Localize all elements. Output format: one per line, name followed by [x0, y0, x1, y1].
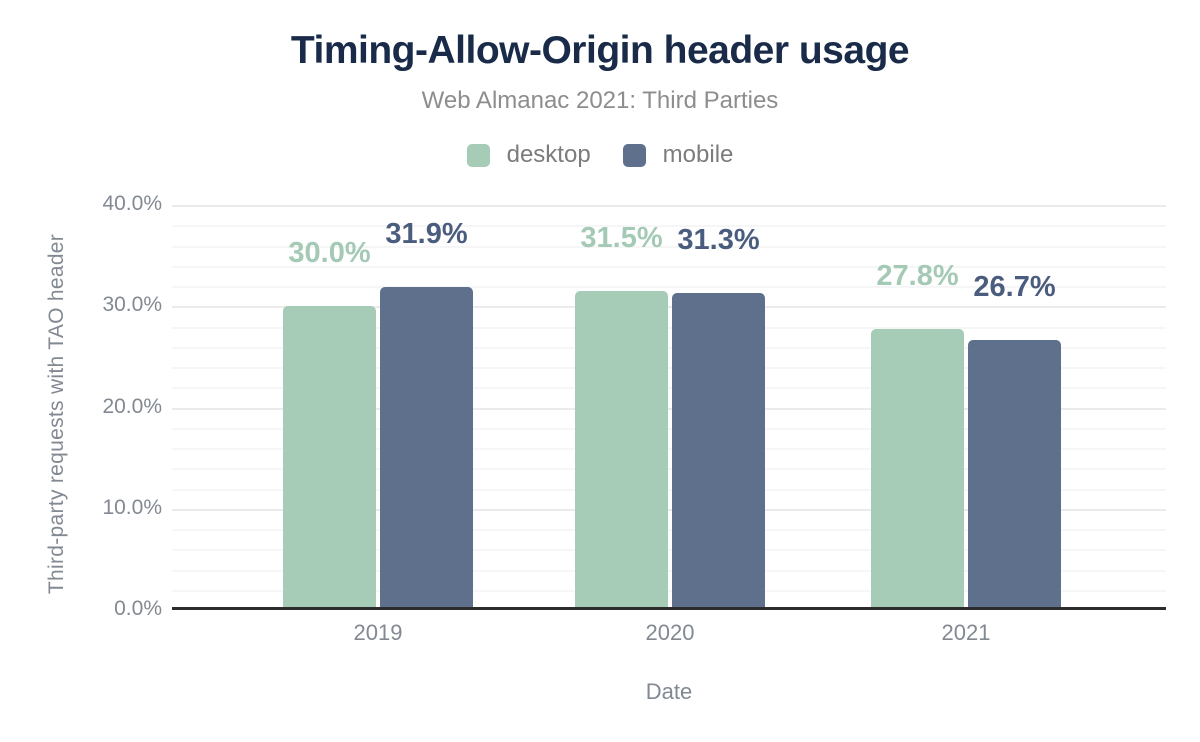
- minor-gridline: [172, 468, 1166, 470]
- y-tick-label: 20.0%: [102, 395, 162, 418]
- minor-gridline: [172, 448, 1166, 450]
- minor-gridline: [172, 327, 1166, 329]
- x-axis-line: [172, 607, 1166, 610]
- bar-value-label-desktop-2019: 30.0%: [288, 237, 371, 269]
- x-axis-title: Date: [645, 679, 693, 704]
- legend-item-mobile: mobile: [622, 141, 734, 168]
- minor-gridline: [172, 367, 1166, 369]
- bar-desktop-2021: [871, 329, 964, 607]
- bar-value-label-mobile-2020: 31.3%: [677, 224, 760, 256]
- minor-gridline: [172, 570, 1166, 572]
- chart-title: Timing-Allow-Origin header usage: [290, 29, 910, 72]
- bar-desktop-2019: [283, 306, 376, 607]
- y-axis-title: Third-party requests with TAO header: [45, 233, 68, 595]
- x-tick-label-2021: 2021: [941, 620, 991, 645]
- bar-value-label-mobile-2019: 31.9%: [385, 218, 468, 250]
- bar-mobile-2020: [672, 293, 765, 607]
- x-tick-label-2020: 2020: [645, 620, 695, 645]
- major-gridline: [172, 205, 1166, 207]
- y-tick-label: 30.0%: [102, 293, 162, 316]
- minor-gridline: [172, 549, 1166, 551]
- minor-gridline: [172, 428, 1166, 430]
- x-tick-label-2019: 2019: [353, 620, 403, 645]
- major-gridline: [172, 306, 1166, 308]
- bar-desktop-2020: [575, 291, 668, 607]
- bar-mobile-2021: [968, 340, 1061, 607]
- bar-mobile-2019: [380, 287, 473, 607]
- legend-label-desktop: desktop: [506, 141, 591, 168]
- minor-gridline: [172, 590, 1166, 592]
- minor-gridline: [172, 529, 1166, 531]
- legend-swatch-mobile-icon: [622, 143, 646, 167]
- minor-gridline: [172, 347, 1166, 349]
- y-tick-label: 40.0%: [102, 192, 162, 215]
- major-gridline: [172, 408, 1166, 410]
- bar-value-label-desktop-2021: 27.8%: [876, 260, 959, 292]
- chart-subtitle: Web Almanac 2021: Third Parties: [421, 87, 779, 114]
- legend: desktop mobile: [0, 143, 1200, 167]
- legend-label-mobile: mobile: [662, 141, 734, 168]
- major-gridline: [172, 509, 1166, 511]
- minor-gridline: [172, 225, 1166, 227]
- minor-gridline: [172, 286, 1166, 288]
- minor-gridline: [172, 387, 1166, 389]
- minor-gridline: [172, 489, 1166, 491]
- y-tick-label: 10.0%: [102, 496, 162, 519]
- bar-value-label-mobile-2021: 26.7%: [973, 271, 1056, 303]
- legend-swatch-desktop-icon: [466, 143, 490, 167]
- minor-gridline: [172, 246, 1166, 248]
- legend-item-desktop: desktop: [466, 141, 591, 168]
- y-tick-label: 0.0%: [114, 597, 162, 620]
- minor-gridline: [172, 266, 1166, 268]
- bar-value-label-desktop-2020: 31.5%: [580, 222, 663, 254]
